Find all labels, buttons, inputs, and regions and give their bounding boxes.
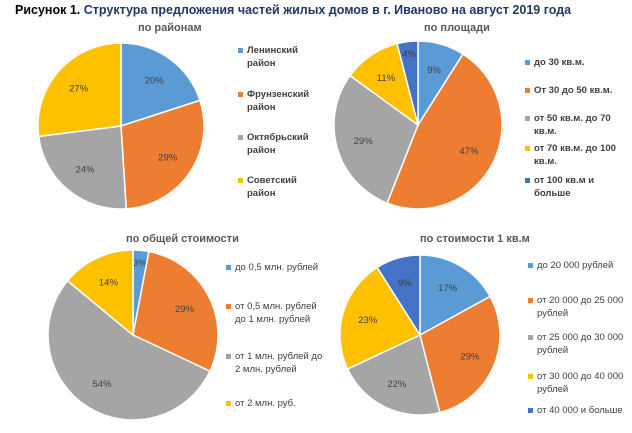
pie-slice (396, 40, 419, 126)
legend-label: до 30 кв.м. (534, 57, 585, 68)
legend-item: от 30 000 до 40 000 рублей (528, 370, 628, 396)
legend-item: от 40 000 и больше (528, 404, 628, 417)
figure-caption: Структура предложения частей жилых домов… (83, 3, 572, 17)
legend-swatch (226, 264, 231, 270)
legend-swatch (528, 407, 533, 413)
legend-item: От 30 до 50 кв.м. (525, 84, 630, 97)
legend-item: Советский район (238, 174, 328, 200)
legend-label: от 20 000 до 25 000 рублей (537, 295, 624, 319)
legend-swatch (238, 177, 243, 183)
data-label: 22% (387, 379, 407, 390)
legend-item: от 20 000 до 25 000 рублей (528, 294, 628, 320)
data-label: 14% (99, 278, 119, 289)
legend-swatch (525, 59, 530, 65)
legend-label: Октябрьский район (247, 132, 309, 156)
data-label: 11% (377, 73, 396, 84)
legend-label: от 25 000 до 30 000 рублей (537, 332, 624, 356)
pie-slice (376, 254, 421, 338)
data-label: 29% (158, 153, 178, 164)
data-label: 9% (427, 65, 441, 76)
legend-label: от 100 кв.м и больше (534, 175, 595, 199)
legend-label: от 30 000 до 40 000 рублей (537, 371, 624, 395)
legend-item: от 25 000 до 30 000 рублей (528, 331, 628, 357)
legend-item: до 30 кв.м. (525, 56, 630, 69)
pie-slice (346, 333, 441, 416)
legend-swatch (528, 262, 533, 268)
legend-label: от 70 кв.м. до 100 кв.м. (534, 143, 616, 167)
legend-swatch (528, 373, 533, 379)
data-label: 47% (459, 146, 479, 157)
legend-item: от 0,5 млн. рублей до 1 млн. рублей (226, 300, 326, 326)
legend-label: Советский район (247, 175, 297, 199)
data-label: 3% (133, 258, 147, 269)
data-label: 17% (438, 283, 458, 294)
legend-label: Ленинский район (247, 45, 298, 69)
legend-swatch (238, 134, 243, 140)
data-label: 24% (76, 164, 96, 175)
legend-item: от 50 кв.м. до 70 кв.м. (525, 112, 630, 138)
legend-item: Ленинский район (238, 44, 328, 70)
chart-title-area: по площади (424, 22, 490, 34)
pie-slice (419, 295, 501, 414)
data-label: 4% (402, 49, 416, 60)
legend-swatch (226, 353, 231, 359)
data-label: 29% (460, 352, 480, 363)
chart-title-districts: по районам (138, 22, 202, 34)
pie-slice (132, 250, 219, 373)
legend-item: до 20 000 рублей (528, 259, 628, 272)
pie-slice (120, 99, 205, 210)
pie-slice (37, 42, 122, 138)
pie-slice (120, 42, 201, 128)
pie-slice (339, 266, 422, 371)
legend-label: от 0,5 млн. рублей до 1 млн. рублей (235, 301, 317, 325)
data-label: 27% (69, 84, 89, 95)
legend-label: Фрунзенский район (247, 89, 310, 113)
chart-title-sqm-cost: по стоимости 1 кв.м (420, 233, 530, 245)
legend-swatch (226, 400, 231, 406)
data-label: 9% (398, 278, 412, 289)
data-label: 29% (354, 136, 374, 147)
legend-label: до 0,5 млн. рублей (235, 262, 319, 273)
legend-swatch (525, 115, 530, 121)
figure-title: Рисунок 1. Структура предложения частей … (15, 3, 571, 17)
chart-title-total-cost: по общей стоимости (126, 233, 239, 245)
pie-slice (66, 249, 134, 337)
legend-item: от 100 кв.м и больше (525, 174, 630, 200)
legend-swatch (528, 334, 533, 340)
legend-item: от 70 кв.м. до 100 кв.м. (525, 142, 630, 168)
data-label: 23% (358, 315, 378, 326)
pie-slice (419, 254, 492, 337)
legend-swatch (238, 91, 243, 97)
legend-swatch (238, 47, 243, 53)
data-label: 54% (93, 379, 113, 390)
legend-label: от 1 млн. рублей до 2 млн. рублей (235, 351, 323, 375)
legend-label: до 20 000 рублей (537, 260, 614, 271)
pie-slice (386, 53, 503, 210)
figure-number: Рисунок 1. (15, 3, 81, 17)
legend-swatch (525, 145, 530, 151)
legend-label: от 50 кв.м. до 70 кв.м. (534, 113, 611, 137)
legend-item: от 1 млн. рублей до 2 млн. рублей (226, 350, 326, 376)
data-label: 20% (145, 75, 165, 86)
legend-swatch (525, 177, 530, 183)
legend-item: Фрунзенский район (238, 88, 328, 114)
pie-slice (47, 279, 211, 421)
legend-label: от 2 млн. руб. (235, 398, 296, 409)
legend-swatch (226, 303, 231, 309)
legend-item: Октябрьский район (238, 131, 328, 157)
legend-label: От 30 до 50 кв.м. (534, 85, 613, 96)
data-label: 29% (175, 304, 195, 315)
legend-item: от 2 млн. руб. (226, 397, 326, 410)
pie-slice (333, 74, 419, 205)
legend-item: до 0,5 млн. рублей (226, 261, 326, 274)
legend-swatch (525, 87, 530, 93)
pie-slice (37, 125, 128, 210)
legend-swatch (528, 297, 533, 303)
legend-label: от 40 000 и больше (537, 405, 623, 416)
